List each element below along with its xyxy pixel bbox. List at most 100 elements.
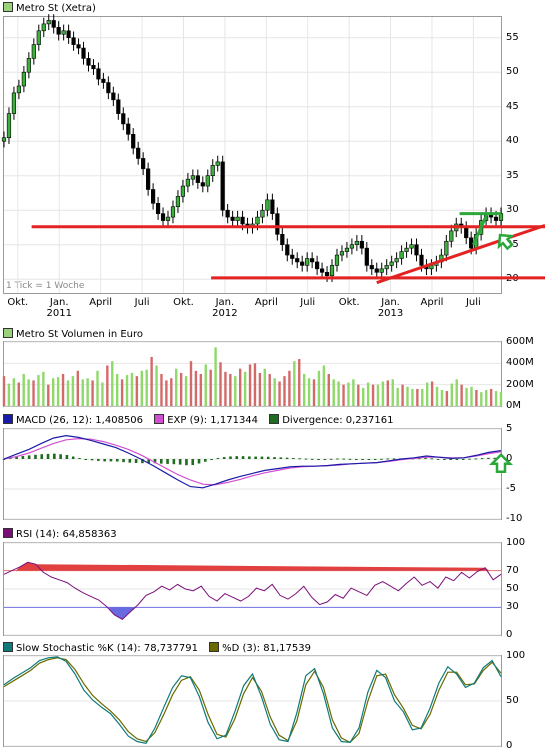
- volume-bar: [396, 387, 399, 406]
- rsi-overbought-fill: [15, 562, 490, 571]
- candle-body: [215, 161, 220, 166]
- divergence-bar: [178, 459, 182, 465]
- divergence-bar: [222, 457, 226, 459]
- rsi-y-tick: 0: [506, 629, 513, 640]
- volume-bar: [71, 376, 75, 406]
- price-x-tick: Juli: [300, 297, 316, 308]
- volume-bar: [184, 376, 188, 406]
- volume-bar: [450, 383, 453, 406]
- price-x-tick: April: [89, 297, 113, 308]
- rsi-y-tick: 100: [506, 537, 526, 548]
- divergence-bar: [46, 453, 50, 459]
- candle-body: [319, 268, 325, 273]
- candle-body: [374, 268, 379, 273]
- divergence-bar: [141, 459, 144, 464]
- candle-body: [66, 30, 71, 38]
- volume-bar: [2, 376, 6, 406]
- divergence-bar: [392, 458, 396, 460]
- volume-y-tick: 200M: [506, 378, 534, 390]
- divergence-bar: [424, 457, 427, 459]
- candle-body: [16, 85, 22, 94]
- divergence-bar: [97, 459, 100, 461]
- price-x-tick: April: [254, 297, 278, 308]
- volume-bar: [475, 390, 478, 406]
- volume-bar: [494, 391, 498, 406]
- volume-bar: [332, 379, 335, 406]
- candle-body: [180, 185, 186, 197]
- stoch-d-label: %D (3): 81,17539: [222, 643, 311, 654]
- volume-bar: [307, 378, 311, 406]
- price-x-tick: Jan. 2011: [46, 297, 72, 319]
- divergence-bar: [90, 459, 94, 461]
- divergence-bar: [115, 459, 119, 462]
- divergence-bar: [361, 459, 364, 460]
- rsi-legend: RSI (14): 64,858363: [3, 528, 125, 541]
- candle-body: [290, 254, 295, 259]
- volume-bar: [214, 347, 217, 406]
- volume-bar: [302, 374, 306, 406]
- volume-bar: [150, 356, 153, 406]
- green-trendline: [472, 213, 489, 246]
- volume-bar: [298, 359, 301, 406]
- candle-body: [305, 258, 310, 266]
- volume-bar: [66, 380, 70, 406]
- stoch-k-line: [3, 656, 502, 744]
- divergence-bar: [329, 458, 333, 460]
- divergence-bar: [185, 459, 188, 466]
- stoch-d-swatch: [209, 642, 220, 652]
- candle-body: [136, 147, 141, 159]
- price-swatch: [3, 2, 13, 12]
- candle-body: [101, 78, 106, 83]
- volume-bar: [209, 369, 212, 406]
- volume-bar: [160, 374, 163, 406]
- candle-body: [379, 268, 384, 273]
- volume-bar: [273, 378, 276, 406]
- price-x-tick: Jan. 2012: [212, 297, 238, 319]
- divergence-bar: [273, 457, 276, 459]
- divergence-bar: [449, 459, 452, 460]
- divergence-bar: [355, 459, 358, 460]
- volume-bar: [253, 363, 257, 406]
- volume-bar: [499, 392, 503, 406]
- candle-body: [71, 37, 76, 45]
- divergence-bar: [279, 457, 283, 459]
- volume-bar: [421, 388, 424, 406]
- stoch-k-label: Slow Stochastic %K (14): 78,737791: [16, 643, 198, 654]
- candle-body: [121, 113, 126, 125]
- volume-title: Metro St Volumen in Euro: [16, 329, 144, 340]
- candle-body: [275, 213, 280, 235]
- divergence-bar: [260, 456, 264, 459]
- volume-bar: [362, 387, 365, 406]
- volume-bar: [435, 386, 439, 406]
- divergence-bar: [285, 457, 289, 459]
- volume-bar: [234, 376, 237, 406]
- candle-body: [235, 216, 240, 221]
- divergence-bar: [241, 456, 245, 459]
- rsi-y-tick: 30: [506, 601, 519, 613]
- divergence-bar: [235, 456, 239, 459]
- divergence-bar: [84, 459, 88, 460]
- volume-bar: [322, 365, 326, 406]
- candle-body: [449, 230, 454, 242]
- price-plot-area[interactable]: [3, 16, 502, 294]
- price-y-tick: 30: [506, 204, 519, 216]
- candle-body: [339, 251, 345, 256]
- red-trendline: [376, 223, 545, 285]
- divergence-bar: [266, 456, 270, 459]
- divergence-bar: [229, 456, 232, 459]
- candle-body: [81, 47, 86, 59]
- volume-bar: [42, 371, 45, 406]
- divergence-bar: [480, 458, 484, 460]
- macd-y-tick: 5: [506, 423, 513, 434]
- volume-bar: [37, 375, 40, 406]
- rsi-swatch: [3, 528, 13, 538]
- macd-swatch: [3, 414, 13, 424]
- rsi-oversold-fill: [108, 607, 137, 620]
- volume-legend: Metro St Volumen in Euro: [3, 328, 151, 341]
- macd-line: [3, 434, 502, 489]
- volume-bar: [91, 380, 94, 406]
- volume-bar: [32, 380, 35, 406]
- candle-body: [295, 258, 300, 263]
- volume-bar: [120, 379, 124, 406]
- divergence-bar: [147, 459, 150, 464]
